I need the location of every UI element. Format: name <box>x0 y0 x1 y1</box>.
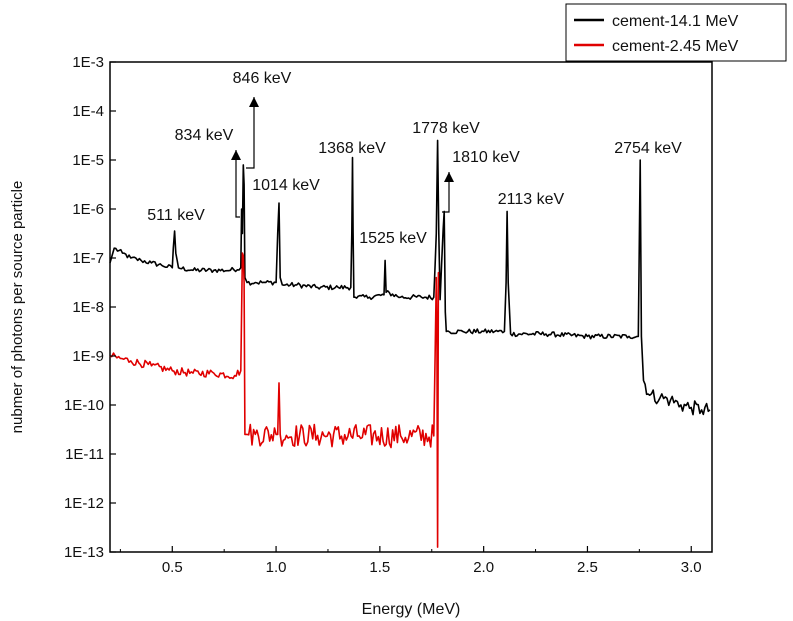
y-tick-label: 1E-10 <box>64 397 104 414</box>
peak-label: 2113 keV <box>498 191 565 208</box>
x-tick-label: 0.5 <box>162 559 183 576</box>
x-axis-label: Energy (MeV) <box>362 601 461 618</box>
legend-box <box>565 3 787 62</box>
series-layer <box>109 139 711 548</box>
y-tick-label: 1E-6 <box>72 201 104 218</box>
x-tick-label: 1.0 <box>266 559 287 576</box>
x-tick-label: 2.5 <box>577 559 598 576</box>
legend-label-2-45: cement-2.45 MeV <box>612 38 739 55</box>
x-tick-label: 3.0 <box>681 559 702 576</box>
annotation-leader <box>442 172 450 213</box>
peak-annotations: 511 keV 834 keV 846 keV 1014 keV 1368 keV 152… <box>147 70 682 247</box>
peak-label: 1368 keV <box>318 140 386 157</box>
peak-label: 846 keV <box>233 70 292 87</box>
y-axis-ticks: 1E-3 1E-4 1E-5 1E-6 1E-7 1E-8 1E-9 1E-10 1E-11 1E… <box>64 54 116 561</box>
x-tick-label: 2.0 <box>473 559 494 576</box>
peak-label: 1525 keV <box>359 230 427 247</box>
peak-label: 2754 keV <box>614 140 682 157</box>
legend: cement-14.1 MeV cement-2.45 MeV <box>565 3 787 62</box>
peak-label: 1014 keV <box>252 177 320 194</box>
peak-label: 511 keV <box>147 207 205 224</box>
y-tick-label: 1E-13 <box>64 544 104 561</box>
peak-label: 1810 keV <box>452 149 520 166</box>
series-line-1 <box>109 252 440 548</box>
y-tick-label: 1E-12 <box>64 495 104 512</box>
y-tick-label: 1E-11 <box>65 446 104 463</box>
y-axis-label: nubmer of photons per source particle <box>9 181 26 434</box>
series-line-0 <box>109 139 711 416</box>
peak-label: 1778 keV <box>412 120 480 137</box>
annotation-arrowhead <box>444 172 454 182</box>
y-tick-label: 1E-3 <box>72 54 104 71</box>
annotation-leader <box>235 150 240 218</box>
y-tick-label: 1E-7 <box>72 250 104 267</box>
annotation-leader <box>246 97 255 169</box>
annotation-arrowhead <box>249 97 259 107</box>
y-tick-label: 1E-4 <box>72 103 104 120</box>
annotation-arrowhead <box>231 150 241 160</box>
y-tick-label: 1E-5 <box>72 152 104 169</box>
x-axis-ticks: 0.5 1.0 1.5 2.0 2.5 3.0 <box>119 546 702 576</box>
legend-label-14-1: cement-14.1 MeV <box>612 13 739 30</box>
peak-label: 834 keV <box>175 127 234 144</box>
y-tick-label: 1E-8 <box>72 299 104 316</box>
x-tick-label: 1.5 <box>369 559 390 576</box>
y-tick-label: 1E-9 <box>72 348 104 365</box>
